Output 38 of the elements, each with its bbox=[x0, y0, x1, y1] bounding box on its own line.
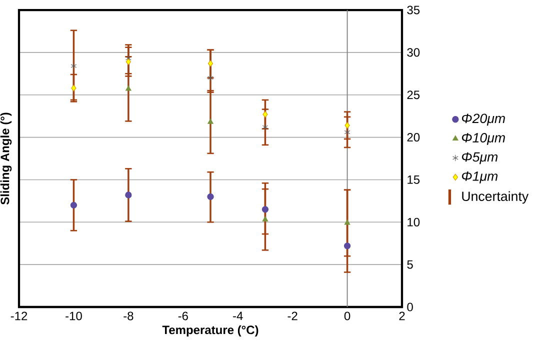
point bbox=[262, 206, 269, 213]
point bbox=[344, 242, 351, 250]
y-tick-label: 10 bbox=[408, 218, 420, 226]
point bbox=[344, 128, 350, 136]
point bbox=[70, 202, 78, 209]
point bbox=[208, 60, 214, 67]
x-tick-label: -8 bbox=[124, 312, 134, 320]
x-tick-label: -4 bbox=[233, 312, 243, 320]
y-axis-title: Sliding Angle (°) bbox=[0, 112, 12, 205]
y-tick-label: 30 bbox=[407, 48, 420, 57]
x-axis-title: Temperature (°C) bbox=[162, 325, 258, 337]
legend-label: Φ20μm bbox=[462, 114, 505, 126]
text: Uncertainty bbox=[462, 191, 529, 204]
x-tick-label: -12 bbox=[10, 312, 28, 320]
point bbox=[70, 62, 77, 70]
point bbox=[71, 84, 76, 92]
x-tick-label: -6 bbox=[178, 312, 188, 320]
point bbox=[344, 122, 350, 129]
point bbox=[126, 86, 132, 91]
legend-label: Φ1μm bbox=[462, 172, 498, 184]
x-tick-label: 2 bbox=[399, 312, 405, 320]
point bbox=[208, 118, 214, 124]
y-tick-label: 20 bbox=[407, 133, 420, 142]
y-tick-label: 25 bbox=[407, 90, 420, 100]
x-tick-label: -10 bbox=[66, 312, 82, 320]
point bbox=[262, 216, 268, 222]
point bbox=[125, 192, 132, 198]
y-tick-label: 15 bbox=[408, 176, 420, 184]
legend-label: Φ5μm bbox=[462, 152, 498, 164]
x-tick-label: -2 bbox=[288, 312, 298, 320]
point bbox=[262, 111, 268, 118]
point bbox=[344, 220, 350, 225]
y-tick-label: 5 bbox=[407, 260, 413, 269]
point bbox=[207, 193, 214, 200]
y-tick-label: 35 bbox=[407, 6, 420, 14]
y-tick-label: 0 bbox=[407, 302, 413, 312]
x-tick-label: 0 bbox=[344, 312, 350, 320]
legend-label: Φ10μm bbox=[462, 133, 505, 145]
